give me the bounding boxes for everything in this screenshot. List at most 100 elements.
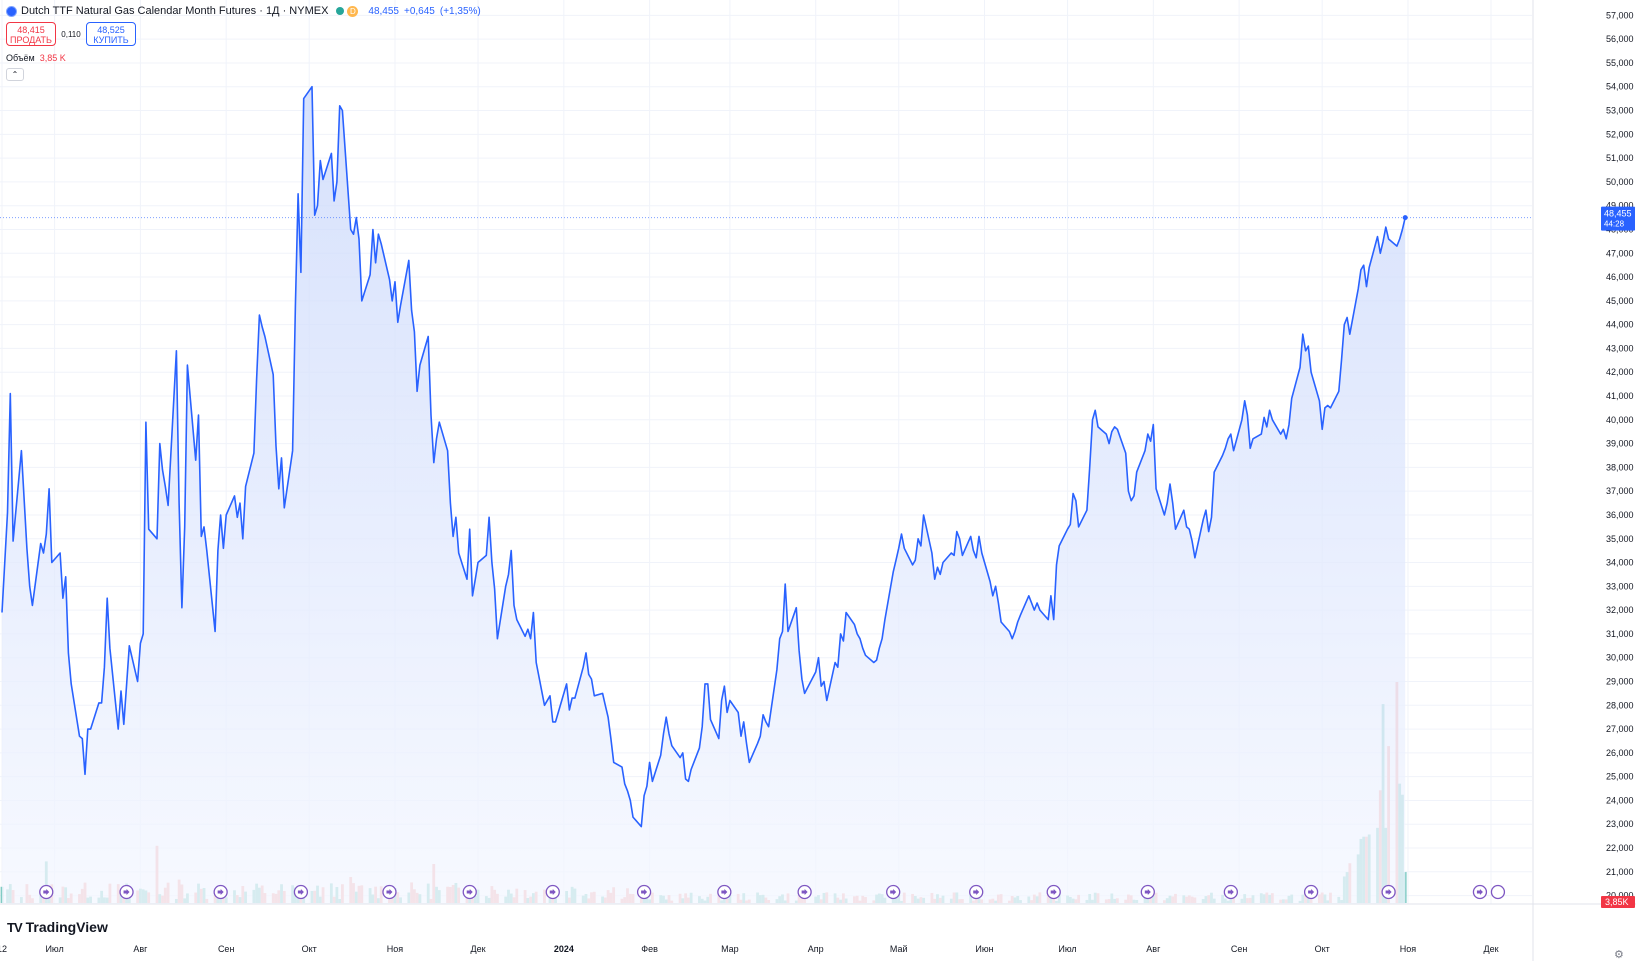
event-marker[interactable] [797, 884, 812, 900]
legend-title-row: Dutch TTF Natural Gas Calendar Month Fut… [6, 4, 486, 18]
event-arrow-icon [466, 889, 473, 895]
x-tick-label: Май [890, 944, 908, 954]
y-tick-label: 29,000 [1606, 676, 1634, 686]
volume-bar [1403, 872, 1407, 903]
event-marker[interactable] [1303, 884, 1319, 900]
event-arrow-icon [1385, 889, 1392, 895]
y-tick-label: 40,000 [1606, 415, 1634, 425]
last-price-badge-value: 48,455 [1604, 209, 1632, 219]
event-marker[interactable] [886, 884, 901, 900]
event-marker[interactable] [119, 884, 134, 900]
symbol-title[interactable]: Dutch TTF Natural Gas Calendar Month Fut… [21, 5, 329, 17]
y-tick-label: 53,000 [1606, 106, 1634, 116]
sell-label: ПРОДАТЬ [10, 35, 52, 45]
event-marker[interactable] [1140, 884, 1155, 900]
buy-label: КУПИТЬ [93, 35, 129, 45]
y-tick-label: 44,000 [1606, 320, 1634, 330]
event-arrow-icon [123, 889, 130, 895]
y-tick-label: 35,000 [1606, 534, 1634, 544]
event-arrow-icon [297, 889, 304, 895]
event-arrow-icon [1050, 889, 1057, 895]
volume-legend-label[interactable]: Объём [6, 53, 35, 63]
x-tick-label: 2024 [554, 944, 574, 954]
y-tick-label: 41,000 [1606, 391, 1634, 401]
change-percent-value: (+1,35%) [439, 5, 481, 17]
event-arrow-icon [1227, 889, 1234, 895]
x-tick-label: 12 [0, 944, 7, 954]
y-tick-label: 30,000 [1606, 653, 1634, 663]
event-marker[interactable] [39, 884, 54, 900]
chevron-up-icon: ⌃ [11, 70, 19, 79]
event-marker[interactable] [1046, 884, 1061, 900]
y-tick-label: 39,000 [1606, 439, 1634, 449]
y-tick-label: 42,000 [1606, 367, 1634, 377]
event-arrow-icon [1476, 889, 1483, 895]
price-axis-bg [1533, 0, 1636, 961]
x-tick-label: Окт [302, 944, 317, 954]
volume-legend-value: 3,85 K [39, 53, 66, 63]
volume-badge-value: 3,85K [1605, 897, 1629, 907]
event-marker[interactable] [1472, 884, 1488, 900]
volume-badge[interactable]: 3,85K [1601, 896, 1635, 908]
sell-price: 48,415 [17, 25, 45, 35]
y-tick-label: 46,000 [1606, 272, 1634, 282]
y-tick-label: 27,000 [1606, 724, 1634, 734]
y-tick-label: 24,000 [1606, 795, 1634, 805]
event-arrow-icon [549, 889, 556, 895]
buy-price: 48,525 [97, 25, 125, 35]
x-tick-label: Дек [1483, 944, 1498, 954]
interval-badge[interactable]: D [347, 5, 359, 17]
event-marker[interactable] [1223, 884, 1238, 900]
price-area [2, 86, 1406, 904]
y-tick-label: 52,000 [1606, 129, 1634, 139]
event-arrow-icon [1144, 889, 1151, 895]
event-marker[interactable] [1381, 884, 1396, 900]
dividend-marker[interactable] [1490, 884, 1506, 900]
x-tick-label: Дек [471, 944, 486, 954]
last-price-dot [1402, 215, 1408, 221]
x-tick-label: Июл [45, 944, 63, 954]
collapse-legend-button[interactable]: ⌃ [6, 68, 24, 81]
x-tick-label: Ноя [387, 944, 404, 954]
event-marker[interactable] [545, 884, 560, 900]
event-marker[interactable] [382, 884, 397, 900]
event-marker[interactable] [293, 884, 309, 900]
market-status-icon[interactable] [336, 7, 345, 15]
tradingview-logo-mark: TV [7, 919, 23, 935]
x-tick-label: Фев [641, 944, 658, 954]
event-marker[interactable] [969, 884, 984, 900]
price-line[interactable] [1, 85, 1406, 828]
tradingview-logo-text: TradingView [25, 919, 108, 935]
gear-icon[interactable]: ⚙ [1614, 949, 1624, 961]
x-tick-label: Апр [808, 944, 824, 954]
y-tick-label: 21,000 [1606, 867, 1634, 877]
y-tick-label: 26,000 [1606, 748, 1634, 758]
y-tick-label: 28,000 [1606, 700, 1634, 710]
event-marker[interactable] [636, 884, 652, 900]
trade-buttons-row: 48,415 ПРОДАТЬ 0,110 48,525 КУПИТЬ [6, 22, 136, 46]
event-marker[interactable] [717, 884, 732, 900]
y-tick-label: 23,000 [1606, 819, 1634, 829]
x-tick-label: Сен [1231, 944, 1248, 954]
y-tick-label: 33,000 [1606, 581, 1634, 591]
event-arrow-icon [801, 889, 808, 895]
volume-legend-row: Объём 3,85 K [6, 52, 66, 64]
symbol-logo-icon[interactable] [6, 5, 17, 17]
sell-button[interactable]: 48,415 ПРОДАТЬ [6, 22, 56, 46]
y-tick-label: 43,000 [1606, 343, 1634, 353]
buy-button[interactable]: 48,525 КУПИТЬ [86, 22, 136, 46]
event-arrow-icon [217, 889, 224, 895]
y-tick-label: 49,000 [1606, 201, 1634, 211]
event-marker[interactable] [462, 884, 477, 900]
time-axis-bg [0, 904, 1636, 961]
x-tick-label: Мар [721, 944, 739, 954]
event-arrow-icon [43, 889, 50, 895]
y-tick-label: 55,000 [1606, 58, 1634, 68]
tradingview-logo[interactable]: TV TradingView [7, 919, 108, 935]
last-price-value: 48,455 [368, 5, 399, 17]
event-arrow-icon [1308, 889, 1315, 895]
event-marker[interactable] [213, 884, 228, 900]
x-tick-label: Июн [975, 944, 993, 954]
